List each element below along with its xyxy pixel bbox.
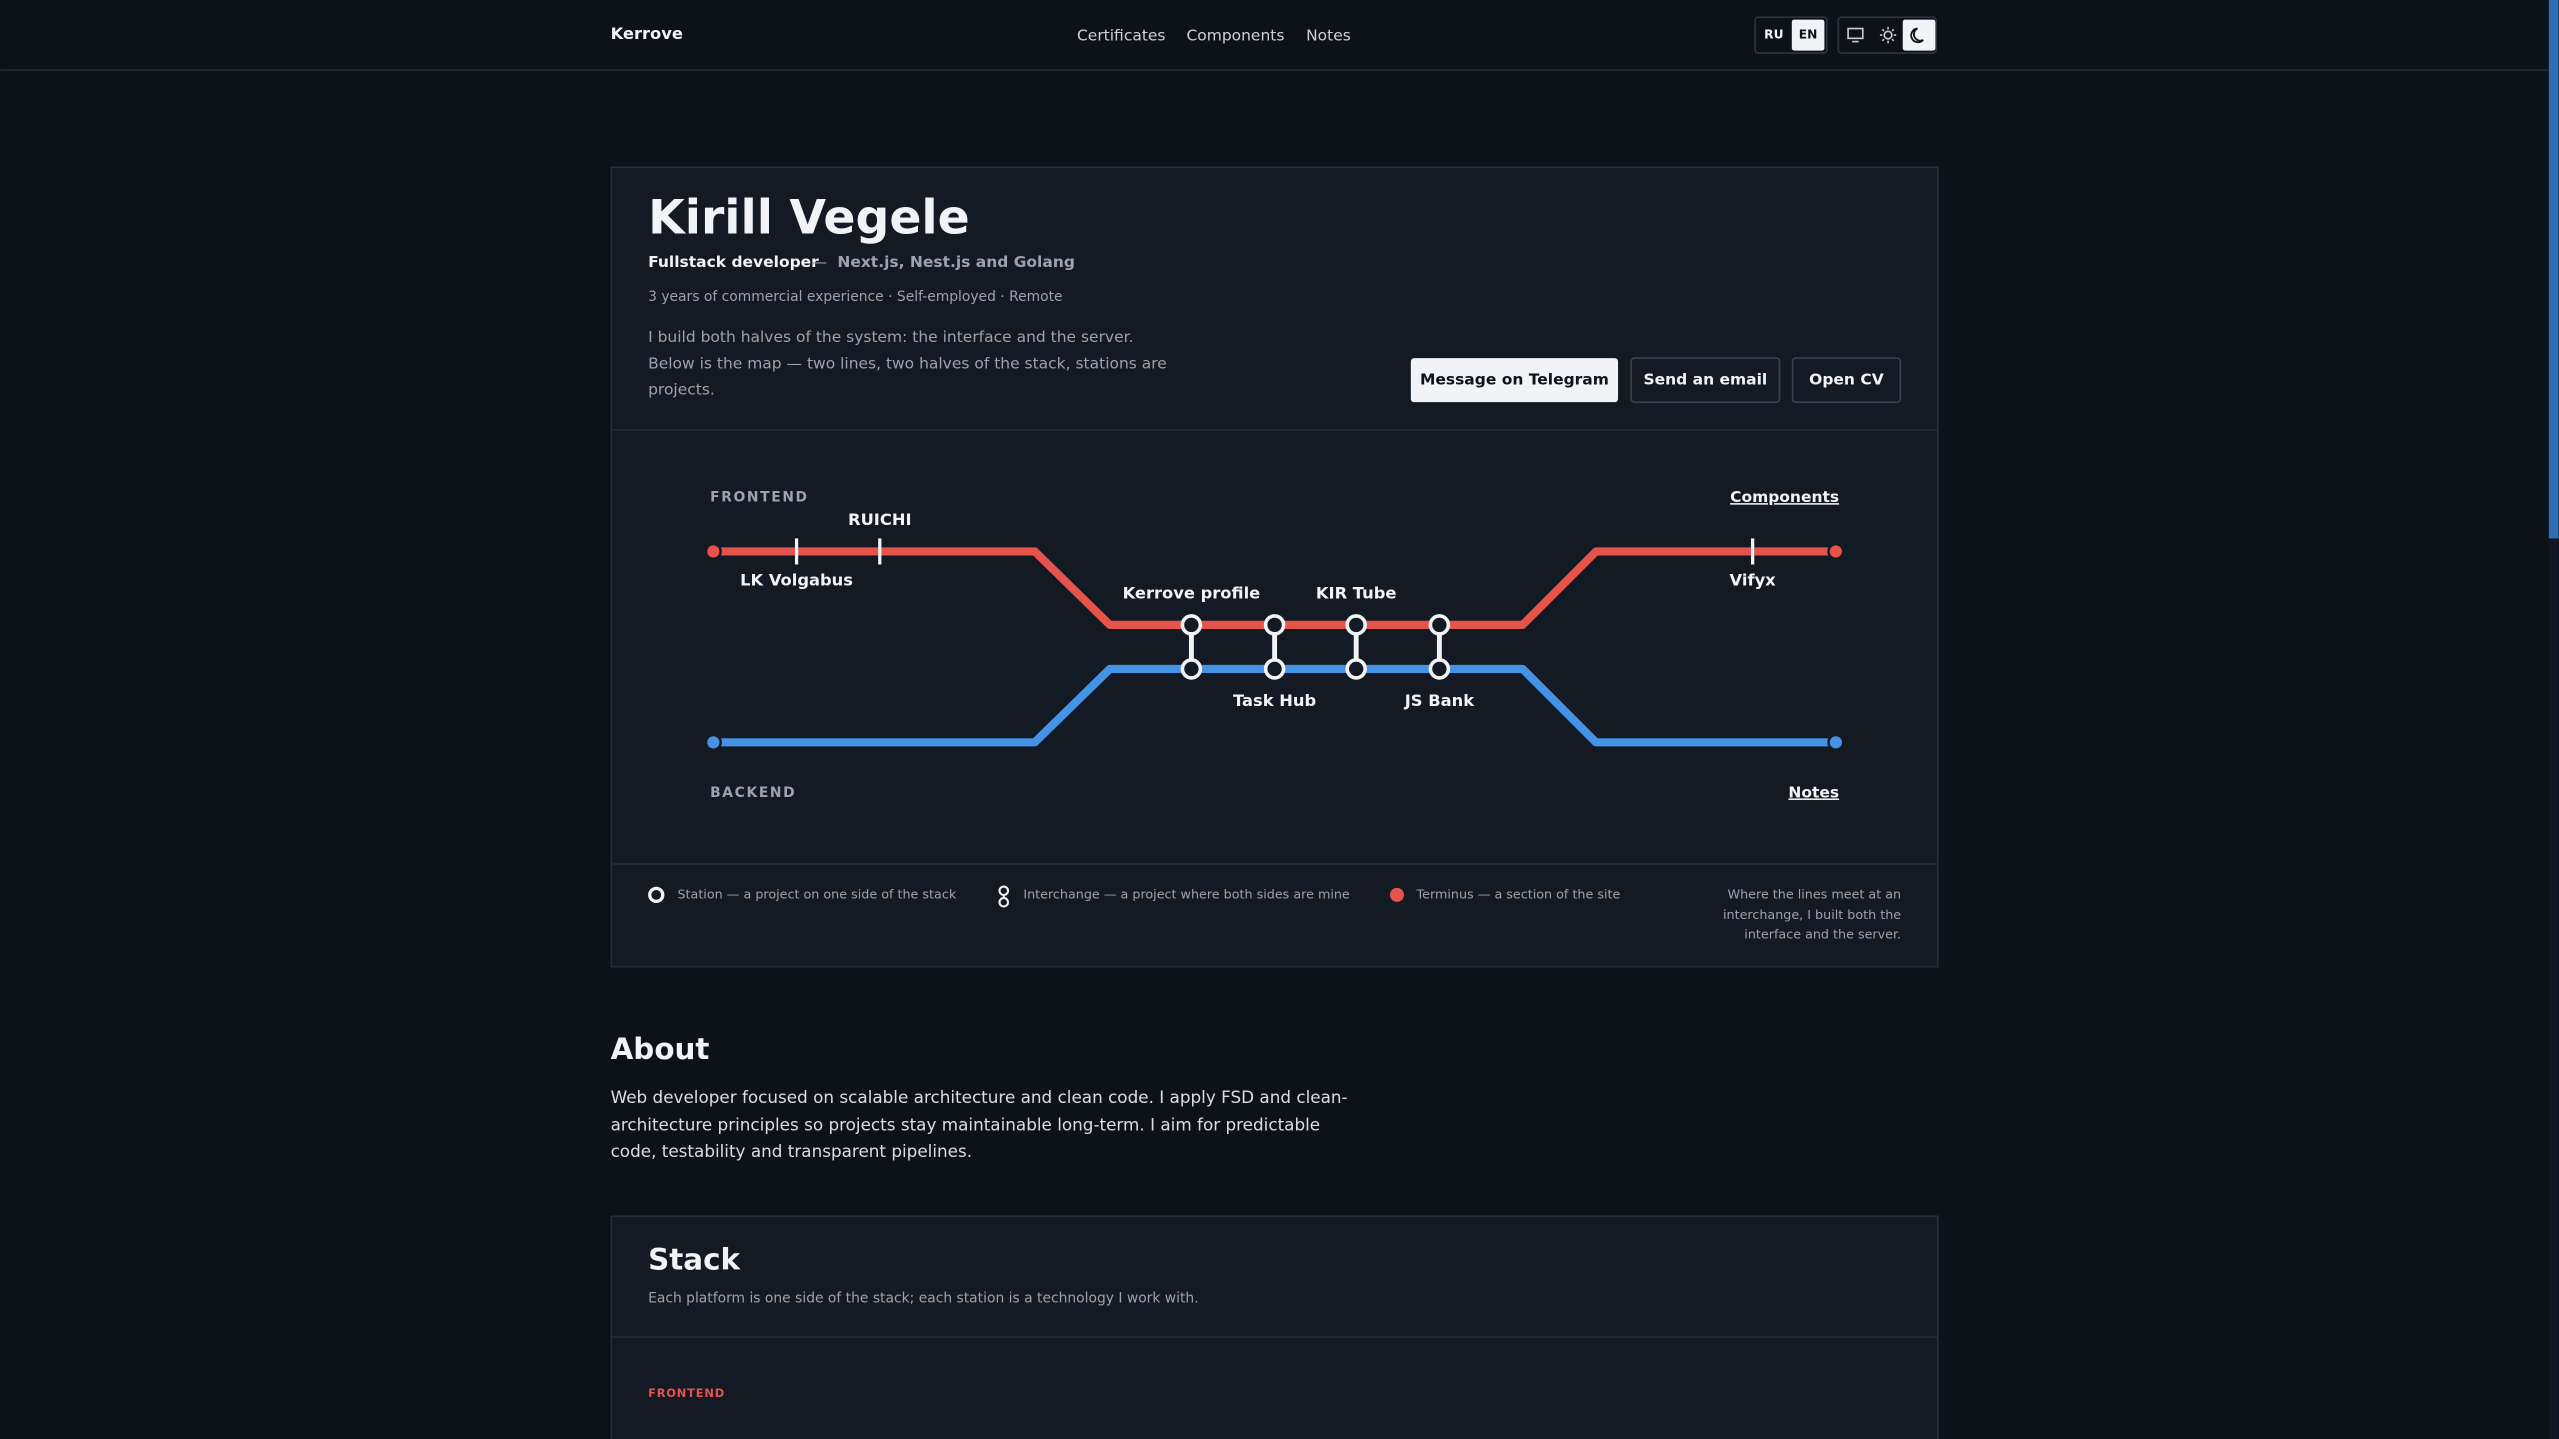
stack-section-label: FRONTEND: [648, 1386, 725, 1400]
frontend-line: [713, 547, 1836, 629]
station-label[interactable]: Task Hub: [1233, 691, 1316, 710]
interchange-station: [1345, 658, 1367, 680]
station-label[interactable]: JS Bank: [1404, 691, 1475, 710]
lang-toggle: [1754, 16, 1828, 54]
terminus: [1827, 733, 1845, 751]
interchange-station: [1180, 658, 1203, 680]
about-text: architecture principles so projects stay…: [611, 1115, 1321, 1135]
scrollbar-thumb[interactable]: [2548, 0, 2559, 539]
interchange-station: [1345, 614, 1367, 636]
brand[interactable]: Kerrove: [611, 24, 683, 43]
terminus: [1827, 542, 1845, 561]
hero-intro: I build both halves of the system: the i…: [648, 328, 1133, 346]
terminus: [704, 542, 722, 561]
station-label[interactable]: Kerrove profile: [1123, 583, 1261, 602]
theme-active: [1902, 19, 1936, 51]
legend-note: Where the lines meet at an: [1728, 886, 1902, 901]
hero-intro: projects.: [648, 380, 715, 398]
terminus: [704, 733, 722, 751]
hero-meta: 3 years of commercial experience · Self-…: [648, 289, 1062, 305]
interchange-station: [1263, 658, 1286, 680]
interchange-station: [1180, 614, 1203, 636]
line-label: BACKEND: [710, 785, 796, 801]
theme-toggle: [1837, 16, 1938, 54]
section-link[interactable]: Notes: [1788, 783, 1839, 801]
scrollbar-track: [2548, 0, 2559, 1439]
stack-subtitle: Each platform is one side of the stack; …: [648, 1291, 1199, 1307]
hero-role: Fullstack developer: [648, 253, 819, 271]
interchange-station: [1428, 614, 1451, 636]
stack-title: Stack: [648, 1243, 741, 1277]
line-label: FRONTEND: [710, 490, 809, 506]
station-ticks: [794, 538, 1755, 565]
theme-system[interactable]: [1847, 27, 1864, 43]
legend-note: interface and the server.: [1744, 926, 1901, 941]
legend-terminus-icon: [1389, 887, 1404, 902]
about-text: code, testability and transparent pipeli…: [611, 1141, 973, 1161]
hero-tech: Next.js, Nest.js and Golang: [837, 253, 1075, 271]
legend-interchange-icon: [998, 885, 1010, 908]
nav-link[interactable]: Components: [1186, 26, 1284, 44]
theme-light[interactable]: [1879, 26, 1897, 44]
legend-text: Interchange — a project where both sides…: [1023, 886, 1350, 901]
station-label[interactable]: RUICHI: [848, 510, 912, 529]
button-label[interactable]: Send an email: [1643, 371, 1767, 389]
interchanges: [1180, 614, 1451, 680]
station-label[interactable]: KIR Tube: [1316, 583, 1397, 602]
button-label[interactable]: Message on Telegram: [1420, 371, 1609, 389]
cv-button[interactable]: [1791, 357, 1902, 403]
station-label[interactable]: LK Volgabus: [740, 570, 853, 589]
station-label[interactable]: Vifyx: [1730, 570, 1777, 589]
lang-active: [1791, 19, 1825, 51]
theme-dark[interactable]: [1910, 27, 1924, 44]
lang-option[interactable]: EN: [1799, 28, 1818, 42]
hero-card: [610, 166, 1939, 968]
legend-station-icon: [648, 886, 665, 904]
hero-name: Kirill Vegele: [648, 190, 970, 245]
stack-card: [610, 1215, 1939, 1439]
interchange-station: [1428, 658, 1451, 680]
telegram-button[interactable]: [1410, 358, 1619, 403]
about-text: Web developer focused on scalable archit…: [611, 1087, 1348, 1107]
section-link[interactable]: Components: [1730, 488, 1839, 506]
about-title: About: [611, 1032, 710, 1066]
nav-link[interactable]: Notes: [1306, 26, 1351, 44]
legend-text: Terminus — a section of the site: [1416, 886, 1621, 901]
button-label[interactable]: Open CV: [1809, 371, 1884, 389]
legend-text: Station — a project on one side of the s…: [677, 886, 956, 901]
email-button[interactable]: [1630, 357, 1781, 403]
nav-link[interactable]: Certificates: [1077, 26, 1165, 44]
backend-line: [713, 664, 1836, 747]
separator: —: [812, 253, 827, 271]
lang-option[interactable]: RU: [1764, 28, 1783, 42]
legend-note: interchange, I built both the: [1723, 907, 1901, 922]
interchange-station: [1263, 614, 1286, 636]
hero-intro: Below is the map — two lines, two halves…: [648, 354, 1167, 372]
